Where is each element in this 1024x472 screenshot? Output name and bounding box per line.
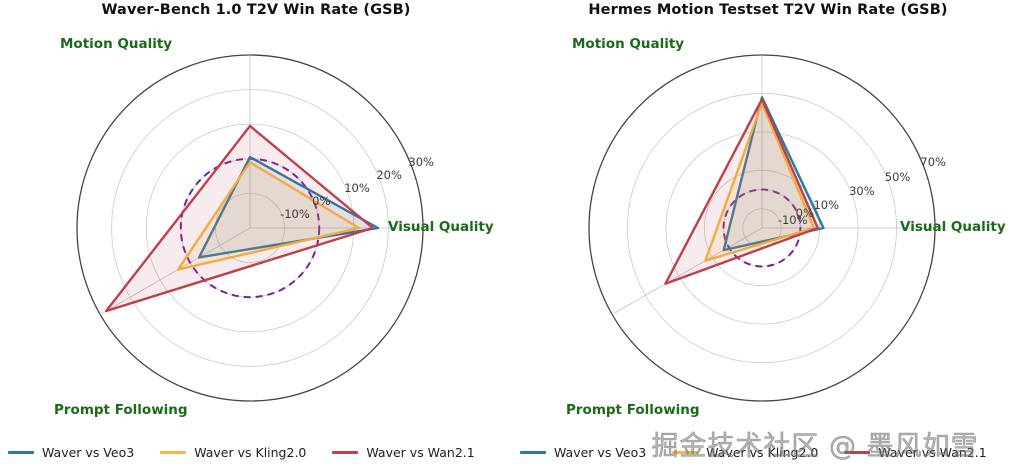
legend-label-kling: Waver vs Kling2.0	[194, 444, 307, 460]
legend-left: Waver vs Veo3 Waver vs Kling2.0 Waver vs W…	[0, 440, 512, 464]
legend-label-wan: Waver vs Wan2.1	[366, 444, 475, 460]
axis-label-motion-quality-right: Motion Quality	[572, 36, 685, 52]
radial-tick-10pct: 10%	[813, 198, 840, 213]
radial-tick-30pct: 30%	[408, 155, 434, 170]
chart-title-left: Waver-Bench 1.0 T2V Win Rate (GSB)	[101, 2, 411, 18]
legend-swatch-veo3	[8, 450, 34, 454]
legend-swatch-veo3	[520, 450, 546, 454]
radial-tick-0pct: 0%	[312, 194, 331, 209]
legend-swatch-kling	[672, 450, 699, 454]
legend-swatch-wan	[844, 450, 871, 454]
legend-swatch-kling	[160, 450, 187, 454]
legend-right: Waver vs Veo3 Waver vs Kling2.0 Waver vs W…	[512, 440, 1024, 464]
axis-label-prompt-following-right: Prompt Following	[566, 402, 700, 418]
axis-label-prompt-following-left: Prompt Following	[54, 402, 188, 418]
legend-item-veo3[interactable]: Waver vs Veo3	[520, 445, 646, 460]
radial-tick-10pct: 10%	[344, 181, 370, 196]
legend-label-kling: Waver vs Kling2.0	[706, 444, 819, 460]
radar-plot-left	[76, 54, 424, 402]
axis-label-visual-quality-left: Visual Quality	[388, 219, 494, 235]
legend-item-kling[interactable]: Waver vs Kling2.0	[672, 445, 818, 460]
legend-item-veo3[interactable]: Waver vs Veo3	[8, 445, 134, 460]
radial-tick-neg10pct: -10%	[777, 212, 808, 227]
chart-title-right: Hermes Motion Testset T2V Win Rate (GSB)	[588, 2, 948, 18]
legend-label-wan: Waver vs Wan2.1	[878, 444, 987, 460]
axis-label-visual-quality-right: Visual Quality	[900, 219, 1006, 235]
chart-panel-hermes-motion: Hermes Motion Testset T2V Win Rate (GSB)…	[512, 0, 1024, 472]
legend-item-wan[interactable]: Waver vs Wan2.1	[332, 444, 475, 460]
chart-panel-waver-bench: Waver-Bench 1.0 T2V Win Rate (GSB) Motio…	[0, 2, 512, 464]
radial-tick-0pct: 0%	[795, 205, 814, 220]
legend-swatch-wan	[332, 450, 359, 454]
radial-tick-50pct: 50%	[884, 169, 911, 184]
radial-tick-70pct: 70%	[920, 155, 946, 170]
legend-label-veo3: Waver vs Veo3	[42, 444, 135, 460]
radial-tick-neg10pct: -10%	[280, 207, 310, 222]
radar-plot-right	[588, 54, 936, 402]
legend-item-wan[interactable]: Waver vs Wan2.1	[844, 444, 987, 460]
legend-label-veo3: Waver vs Veo3	[554, 444, 647, 460]
legend-item-kling[interactable]: Waver vs Kling2.0	[160, 445, 306, 460]
axis-label-motion-quality-left: Motion Quality	[60, 36, 173, 52]
radial-tick-20pct: 20%	[376, 168, 402, 183]
radial-tick-30pct: 30%	[849, 183, 875, 198]
